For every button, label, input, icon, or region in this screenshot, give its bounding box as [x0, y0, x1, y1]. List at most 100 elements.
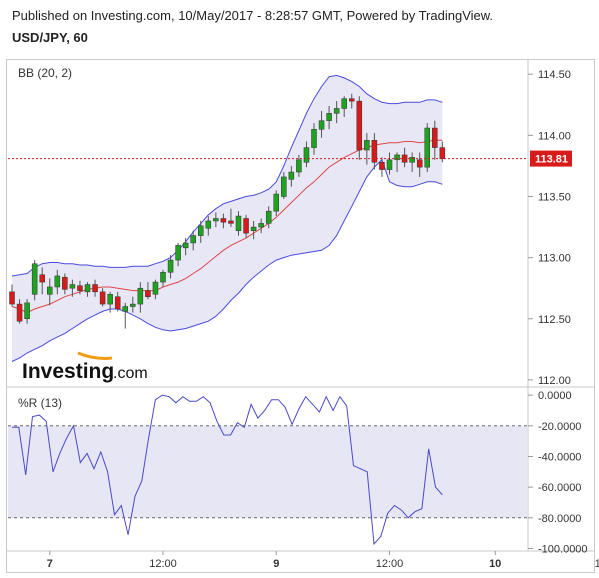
candle: [250, 220, 257, 240]
candle: [31, 260, 38, 301]
basis-line: [11, 139, 443, 314]
candle: [281, 172, 287, 199]
candle: [439, 141, 446, 163]
candle: [213, 212, 219, 228]
wr-range-fill: [8, 425, 527, 518]
candle: [265, 206, 272, 229]
candle: [160, 269, 166, 287]
candle-body: [145, 290, 151, 297]
candle: [416, 152, 423, 177]
candle-body: [69, 284, 76, 289]
candle-body: [39, 274, 45, 283]
wr-tick-label: -100.0000: [538, 543, 588, 555]
candle-body: [265, 210, 272, 224]
candle: [296, 154, 302, 177]
candle: [228, 208, 234, 228]
candle-body: [394, 154, 400, 161]
candle-body: [77, 285, 83, 291]
candle: [16, 299, 23, 324]
candle-body: [386, 159, 393, 170]
candle-body: [303, 147, 310, 163]
candle-body: [409, 157, 415, 163]
candle-body: [160, 272, 166, 283]
time-tick-label: 10: [489, 558, 501, 570]
symbol-label: USD/JPY, 60: [12, 30, 88, 45]
candle-body: [198, 225, 204, 236]
candle-body: [273, 193, 279, 212]
candle-body: [92, 284, 98, 293]
logo-swoosh-icon: [77, 351, 113, 360]
candle-body: [281, 176, 287, 197]
candle-body: [250, 226, 257, 231]
wr-line: [12, 394, 443, 546]
chart-frame: [6, 59, 595, 573]
candle: [84, 282, 91, 297]
candle-body: [416, 159, 423, 168]
candle-body: [114, 296, 121, 310]
candle-body: [122, 306, 128, 312]
candle-body: [326, 113, 332, 121]
upper-band-line: [11, 74, 443, 277]
published-caption: Published on Investing.com, 10/May/2017 …: [12, 8, 494, 23]
price-axis[interactable]: 114.50 114.00 113.50 113.00 112.50 112.00: [528, 69, 571, 387]
price-tick-label: 114.50: [538, 69, 571, 81]
candle: [356, 96, 363, 160]
candle: [205, 216, 212, 236]
candle: [386, 152, 393, 175]
lower-band-line: [11, 158, 443, 362]
candle: [54, 269, 61, 295]
wr-axis[interactable]: 0.0000 -20.0000 -40.0000 -60.0000 -80.0000 -1…: [528, 390, 588, 555]
price-tick-label: 112.00: [538, 375, 571, 387]
candle: [182, 238, 189, 256]
candle: [409, 152, 415, 173]
candle: [318, 110, 325, 138]
candle: [62, 273, 68, 295]
candle: [220, 213, 227, 229]
williams-r-panel[interactable]: %R (13): [8, 394, 527, 546]
last-price-tag-box: [530, 150, 572, 167]
candle-body: [424, 127, 430, 168]
candle-body: [349, 98, 355, 102]
wr-tick-label: -80.0000: [538, 513, 581, 525]
candle-body: [318, 120, 325, 130]
candle: [114, 291, 121, 312]
candle: [9, 284, 15, 307]
time-tick-label: 7: [47, 558, 53, 570]
candle: [371, 132, 378, 170]
candle: [333, 101, 340, 124]
candle: [349, 93, 355, 109]
candle: [235, 211, 242, 236]
candle: [432, 120, 438, 160]
candle: [326, 106, 332, 130]
candle: [122, 302, 128, 329]
candle-body: [47, 286, 53, 295]
candle-body: [296, 159, 302, 173]
price-panel[interactable]: BB (20, 2) Investing .com: [8, 66, 527, 383]
candle-body: [228, 220, 234, 224]
candle: [379, 157, 385, 177]
candle-body: [9, 291, 15, 305]
candle-body: [182, 242, 189, 249]
candle: [190, 230, 196, 251]
candle-body: [213, 218, 219, 222]
price-tick-label: 112.50: [538, 314, 571, 326]
candle: [99, 288, 106, 307]
candle-body: [99, 291, 106, 305]
time-axis[interactable]: 7 12:00 9 12:00 10 12:00: [47, 551, 599, 570]
time-tick-label: 9: [273, 558, 279, 570]
candle: [198, 220, 204, 243]
candle-body: [137, 287, 144, 305]
candle: [394, 152, 400, 173]
candle-body: [16, 303, 23, 322]
candle-body: [31, 263, 38, 295]
candle-body: [235, 215, 242, 231]
candle: [77, 280, 83, 295]
wr-tick-label: -20.0000: [538, 421, 581, 433]
candle-body: [62, 276, 68, 290]
candle: [167, 255, 174, 279]
candle: [341, 96, 347, 118]
candle-body: [364, 139, 370, 151]
candle-body: [356, 100, 363, 151]
wr-tick-label: -40.0000: [538, 451, 581, 463]
